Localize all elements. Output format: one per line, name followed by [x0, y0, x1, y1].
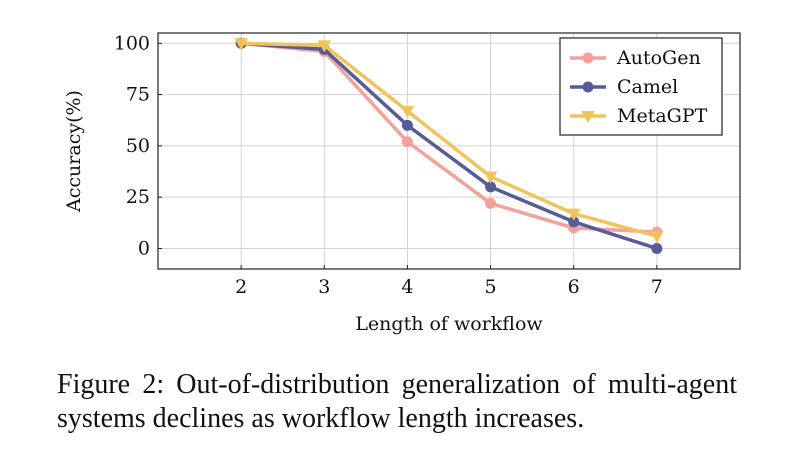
data-point	[483, 171, 498, 184]
legend-marker	[582, 81, 594, 93]
y-tick-label: 75	[126, 84, 150, 106]
series-line	[241, 41, 658, 251]
x-axis-title: Length of workflow	[355, 313, 543, 335]
y-tick-label: 25	[126, 186, 150, 208]
legend-label: Camel	[617, 76, 678, 98]
legend-label: MetaGPT	[617, 105, 708, 127]
data-point	[651, 242, 663, 254]
legend-marker	[582, 52, 594, 64]
x-tick-label: 6	[568, 276, 580, 298]
y-tick-label: 50	[126, 135, 150, 157]
y-tick-label: 0	[138, 237, 150, 259]
y-axis-title: Accuracy(%)	[63, 90, 85, 213]
x-tick-label: 3	[318, 276, 330, 298]
data-point	[649, 231, 664, 244]
legend-label: AutoGen	[616, 47, 701, 69]
data-point	[566, 208, 581, 221]
data-point	[485, 197, 497, 209]
data-point	[400, 105, 415, 118]
x-tick-label: 5	[485, 276, 497, 298]
series-metagpt	[234, 38, 664, 244]
y-tick-label: 100	[114, 32, 150, 54]
line-chart: 2 3 4 5 6 7 0 25 50 75 100 Length of workflow Acc…	[63, 32, 741, 335]
data-point	[401, 119, 413, 131]
x-tick-label: 4	[401, 276, 413, 298]
legend: AutoGen Camel MetaGPT	[559, 37, 723, 136]
data-point	[234, 38, 249, 51]
legend-item-autogen: AutoGen	[570, 47, 701, 69]
figure-caption: Figure 2: Out-of-distribution generaliza…	[57, 369, 737, 434]
plot-frame	[157, 32, 741, 270]
legend-item-metagpt: MetaGPT	[570, 105, 708, 127]
x-tick-label: 2	[235, 276, 247, 298]
data-point	[317, 40, 332, 53]
legend-marker	[581, 111, 595, 124]
y-tick-labels: 0 25 50 75 100	[114, 32, 150, 259]
series-line	[241, 41, 658, 238]
x-tick-labels: 2 3 4 5 6 7	[235, 276, 663, 298]
data-point	[401, 136, 413, 148]
x-tick-label: 7	[651, 276, 663, 298]
series-layer	[234, 37, 664, 254]
legend-item-camel: Camel	[570, 76, 678, 98]
